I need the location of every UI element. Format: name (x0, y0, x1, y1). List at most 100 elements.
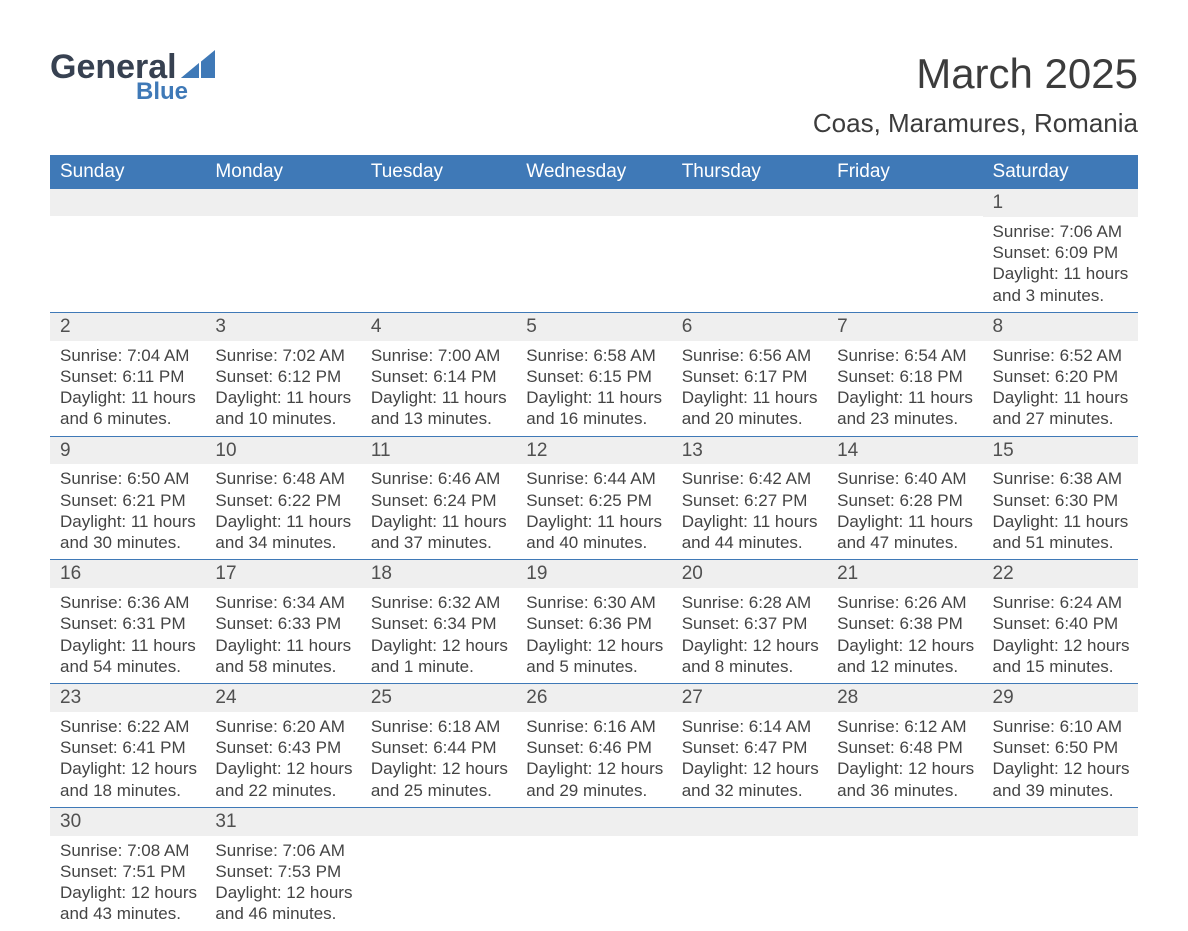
day-content: Sunrise: 6:40 AMSunset: 6:28 PMDaylight:… (827, 464, 982, 559)
day-d2: and 15 minutes. (993, 656, 1132, 677)
day-sunset: Sunset: 6:41 PM (60, 737, 199, 758)
day-sunrise: Sunrise: 6:26 AM (837, 592, 976, 613)
day-sunset: Sunset: 6:40 PM (993, 613, 1132, 634)
day-sunrise: Sunrise: 6:54 AM (837, 345, 976, 366)
day-number: 12 (516, 436, 671, 465)
calendar-cell (50, 189, 205, 312)
day-d2: and 51 minutes. (993, 532, 1132, 553)
day-content: Sunrise: 6:52 AMSunset: 6:20 PMDaylight:… (983, 341, 1138, 436)
brand-sub: Blue (136, 80, 215, 104)
calendar-cell: 1Sunrise: 7:06 AMSunset: 6:09 PMDaylight… (983, 189, 1138, 312)
day-d1: Daylight: 12 hours (371, 635, 510, 656)
day-content: Sunrise: 6:36 AMSunset: 6:31 PMDaylight:… (50, 588, 205, 683)
weekday-header: Saturday (983, 155, 1138, 189)
day-content: Sunrise: 7:06 AMSunset: 7:53 PMDaylight:… (205, 836, 360, 931)
empty-day-band (827, 189, 982, 216)
day-sunrise: Sunrise: 7:02 AM (215, 345, 354, 366)
calendar-week: 30Sunrise: 7:08 AMSunset: 7:51 PMDayligh… (50, 807, 1138, 931)
day-content: Sunrise: 6:50 AMSunset: 6:21 PMDaylight:… (50, 464, 205, 559)
day-sunset: Sunset: 6:11 PM (60, 366, 199, 387)
day-content: Sunrise: 6:26 AMSunset: 6:38 PMDaylight:… (827, 588, 982, 683)
day-d2: and 12 minutes. (837, 656, 976, 677)
day-d2: and 18 minutes. (60, 780, 199, 801)
day-sunrise: Sunrise: 6:42 AM (682, 468, 821, 489)
day-number: 3 (205, 312, 360, 341)
day-sunrise: Sunrise: 6:16 AM (526, 716, 665, 737)
day-content: Sunrise: 6:14 AMSunset: 6:47 PMDaylight:… (672, 712, 827, 807)
calendar-cell: 27Sunrise: 6:14 AMSunset: 6:47 PMDayligh… (672, 683, 827, 807)
day-d1: Daylight: 11 hours (837, 387, 976, 408)
calendar-cell: 31Sunrise: 7:06 AMSunset: 7:53 PMDayligh… (205, 807, 360, 931)
day-sunset: Sunset: 6:12 PM (215, 366, 354, 387)
day-sunrise: Sunrise: 6:36 AM (60, 592, 199, 613)
day-content: Sunrise: 7:04 AMSunset: 6:11 PMDaylight:… (50, 341, 205, 436)
day-sunrise: Sunrise: 6:34 AM (215, 592, 354, 613)
day-d1: Daylight: 11 hours (215, 387, 354, 408)
day-content: Sunrise: 6:56 AMSunset: 6:17 PMDaylight:… (672, 341, 827, 436)
day-number: 20 (672, 559, 827, 588)
day-sunrise: Sunrise: 6:12 AM (837, 716, 976, 737)
day-content: Sunrise: 7:06 AMSunset: 6:09 PMDaylight:… (983, 217, 1138, 312)
calendar-cell: 3 Sunrise: 7:02 AMSunset: 6:12 PMDaylight… (205, 312, 360, 436)
day-d1: Daylight: 11 hours (993, 511, 1132, 532)
day-d1: Daylight: 11 hours (837, 511, 976, 532)
day-number: 5 (516, 312, 671, 341)
calendar-week: 16Sunrise: 6:36 AMSunset: 6:31 PMDayligh… (50, 559, 1138, 683)
day-d1: Daylight: 11 hours (60, 511, 199, 532)
calendar-table: SundayMondayTuesdayWednesdayThursdayFrid… (50, 155, 1138, 931)
day-sunset: Sunset: 6:36 PM (526, 613, 665, 634)
day-sunset: Sunset: 6:48 PM (837, 737, 976, 758)
day-d1: Daylight: 11 hours (371, 387, 510, 408)
day-d2: and 32 minutes. (682, 780, 821, 801)
header: General Blue March 2025 Coas, Maramures,… (50, 50, 1138, 139)
day-d1: Daylight: 11 hours (682, 387, 821, 408)
calendar-cell (672, 807, 827, 931)
calendar-header: SundayMondayTuesdayWednesdayThursdayFrid… (50, 155, 1138, 189)
empty-day-band (516, 189, 671, 216)
day-d1: Daylight: 12 hours (682, 758, 821, 779)
day-content: Sunrise: 7:08 AMSunset: 7:51 PMDaylight:… (50, 836, 205, 931)
calendar-cell: 5Sunrise: 6:58 AMSunset: 6:15 PMDaylight… (516, 312, 671, 436)
calendar-cell: 19Sunrise: 6:30 AMSunset: 6:36 PMDayligh… (516, 559, 671, 683)
day-d2: and 5 minutes. (526, 656, 665, 677)
day-sunset: Sunset: 6:37 PM (682, 613, 821, 634)
day-sunrise: Sunrise: 6:10 AM (993, 716, 1132, 737)
day-sunrise: Sunrise: 6:44 AM (526, 468, 665, 489)
day-d2: and 30 minutes. (60, 532, 199, 553)
day-sunset: Sunset: 6:20 PM (993, 366, 1132, 387)
day-number: 25 (361, 683, 516, 712)
day-d2: and 40 minutes. (526, 532, 665, 553)
day-sunrise: Sunrise: 6:32 AM (371, 592, 510, 613)
day-content: Sunrise: 6:48 AMSunset: 6:22 PMDaylight:… (205, 464, 360, 559)
day-d2: and 3 minutes. (993, 285, 1132, 306)
day-sunrise: Sunrise: 6:20 AM (215, 716, 354, 737)
calendar-cell: 12Sunrise: 6:44 AMSunset: 6:25 PMDayligh… (516, 436, 671, 560)
location-subtitle: Coas, Maramures, Romania (813, 108, 1138, 139)
calendar-cell: 25Sunrise: 6:18 AMSunset: 6:44 PMDayligh… (361, 683, 516, 807)
calendar-cell (516, 189, 671, 312)
day-sunrise: Sunrise: 6:22 AM (60, 716, 199, 737)
day-number: 19 (516, 559, 671, 588)
calendar-cell: 28Sunrise: 6:12 AMSunset: 6:48 PMDayligh… (827, 683, 982, 807)
day-sunset: Sunset: 7:51 PM (60, 861, 199, 882)
day-d2: and 43 minutes. (60, 903, 199, 924)
calendar-cell: 16Sunrise: 6:36 AMSunset: 6:31 PMDayligh… (50, 559, 205, 683)
day-content: Sunrise: 6:42 AMSunset: 6:27 PMDaylight:… (672, 464, 827, 559)
calendar-cell: 26Sunrise: 6:16 AMSunset: 6:46 PMDayligh… (516, 683, 671, 807)
day-number: 16 (50, 559, 205, 588)
calendar-cell: 2Sunrise: 7:04 AMSunset: 6:11 PMDaylight… (50, 312, 205, 436)
calendar-cell (827, 189, 982, 312)
day-number: 22 (983, 559, 1138, 588)
day-number: 28 (827, 683, 982, 712)
day-sunset: Sunset: 7:53 PM (215, 861, 354, 882)
day-content: Sunrise: 6:12 AMSunset: 6:48 PMDaylight:… (827, 712, 982, 807)
day-sunrise: Sunrise: 6:46 AM (371, 468, 510, 489)
day-d2: and 16 minutes. (526, 408, 665, 429)
day-sunset: Sunset: 6:28 PM (837, 490, 976, 511)
day-sunrise: Sunrise: 6:14 AM (682, 716, 821, 737)
day-d1: Daylight: 12 hours (60, 758, 199, 779)
day-number: 13 (672, 436, 827, 465)
day-number: 2 (50, 312, 205, 341)
day-sunrise: Sunrise: 7:04 AM (60, 345, 199, 366)
day-sunset: Sunset: 6:17 PM (682, 366, 821, 387)
